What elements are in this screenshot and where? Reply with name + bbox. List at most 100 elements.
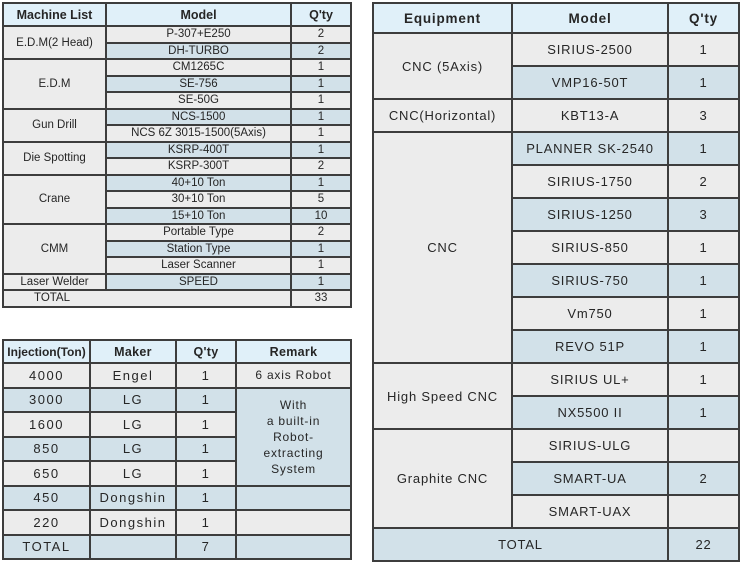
total-maker-cell: [89, 533, 177, 560]
table-row: SMART-UAX: [373, 494, 740, 529]
qty-cell: 2: [290, 41, 352, 60]
model-cell: SIRIUS-850: [511, 230, 669, 265]
maker-cell: Engel: [89, 362, 177, 389]
ton-cell: 220: [2, 509, 91, 536]
model-cell: NCS 6Z 3015-1500(5Axis): [105, 124, 292, 143]
model-cell: SMART-UAX: [511, 494, 669, 529]
qty-cell: 2: [290, 223, 352, 242]
injection-table-body: 4000 Engel 1 6 axis Robot 3000 LG 1 With a buil…: [2, 362, 352, 560]
table-row: E.D.M(2 Head) P-307+E250 2: [2, 25, 352, 60]
maker-cell: Dongshin: [89, 484, 177, 511]
model-cell: 40+10 Ton: [105, 173, 292, 192]
maker-cell: LG: [89, 435, 177, 462]
qty-cell: 1: [175, 435, 237, 462]
equipment-header: Equipment: [372, 2, 513, 34]
model-cell: SE-50G: [105, 91, 292, 110]
machine-list-table: Machine List Model Q'ty E.D.M(2 Head) P-3…: [2, 2, 352, 308]
equipment-table-body: CNC (5Axis) SIRIUS-2500 1 VMP16-50T 1 CNC(Hor…: [372, 32, 740, 562]
qty-cell: 1: [290, 91, 352, 110]
total-qty-cell: 22: [667, 527, 740, 562]
maker-cell: LG: [89, 411, 177, 438]
equipment-group-cell: High Speed CNC: [372, 362, 513, 430]
injection-qty-header: Q'ty: [175, 339, 237, 364]
qty-cell: 1: [667, 131, 740, 166]
total-label-cell: TOTAL: [372, 527, 669, 562]
remark-cell: [235, 484, 352, 511]
maker-cell: Dongshin: [89, 509, 177, 536]
maker-cell: LG: [89, 460, 177, 487]
model-cell: SIRIUS UL+: [511, 362, 669, 397]
qty-cell: 1: [667, 362, 740, 397]
machine-group-cell: CMM: [2, 223, 107, 275]
ton-cell: 850: [2, 435, 91, 462]
table-row: SIRIUS-1750 2: [373, 164, 740, 199]
ton-cell: 3000: [2, 386, 91, 413]
qty-cell: 10: [290, 206, 352, 225]
model-cell: DH-TURBO: [105, 41, 292, 60]
qty-cell: 1: [290, 272, 352, 291]
qty-cell: 1: [290, 74, 352, 93]
ton-cell: 650: [2, 460, 91, 487]
table-row: Graphite CNC SIRIUS-ULG: [372, 428, 740, 529]
table-row: SE-50G 1: [3, 91, 352, 110]
model-cell: PLANNER SK-2540: [511, 131, 669, 166]
table-row: High Speed CNC SIRIUS UL+ 1: [372, 362, 740, 430]
table-row: E.D.M CM1265C 1: [2, 58, 352, 110]
table-row: CNC (5Axis) SIRIUS-2500 1: [372, 32, 740, 100]
equipment-qty-header: Q'ty: [667, 2, 740, 34]
qty-cell: [667, 428, 740, 463]
qty-cell: 1: [667, 65, 740, 100]
qty-cell: [667, 494, 740, 529]
table-row: 850 LG 1: [2, 435, 351, 462]
qty-cell: 1: [175, 386, 237, 413]
machine-table-body: E.D.M(2 Head) P-307+E250 2 DH-TURBO 2 E.D.M CM…: [2, 25, 352, 308]
table-row: CNC PLANNER SK-2540 1: [372, 131, 740, 364]
total-remark-cell: [235, 533, 352, 560]
table-row: SIRIUS-850 1: [373, 230, 740, 265]
qty-cell: 2: [290, 157, 352, 176]
model-cell: Portable Type: [105, 223, 292, 242]
ton-cell: 1600: [2, 411, 91, 438]
model-cell: KSRP-300T: [105, 157, 292, 176]
ton-cell: 4000: [2, 362, 91, 389]
equipment-group-cell: CNC (5Axis): [372, 32, 513, 100]
table-row: 4000 Engel 1 6 axis Robot: [2, 362, 352, 389]
machine-group-cell: Gun Drill: [2, 107, 107, 143]
qty-cell: 2: [667, 164, 740, 199]
qty-cell: 2: [290, 25, 352, 44]
injection-table-header-row: Injection(Ton) Maker Q'ty Remark: [2, 339, 352, 364]
equipment-table: Equipment Model Q'ty CNC (5Axis) SIRIUS-2…: [372, 2, 740, 562]
table-row: 220 Dongshin 1: [2, 509, 352, 536]
qty-cell: 5: [290, 190, 352, 209]
table-row: 30+10 Ton 5: [3, 190, 352, 209]
total-label-cell: TOTAL: [2, 289, 292, 308]
qty-cell: 1: [667, 296, 740, 331]
qty-cell: 3: [667, 197, 740, 232]
table-row: TOTAL 7: [2, 533, 352, 560]
table-row: Vm750 1: [373, 296, 740, 331]
model-cell: 15+10 Ton: [105, 206, 292, 225]
machine-group-cell: Die Spotting: [2, 140, 107, 176]
injection-remark-header: Remark: [235, 339, 352, 364]
machine-model-header: Model: [105, 2, 292, 27]
qty-cell: 1: [290, 256, 352, 275]
table-row: 3000 LG 1 With a built-in Robot- extracting…: [2, 386, 352, 487]
table-row: SIRIUS-750 1: [373, 263, 740, 298]
total-qty-cell: 7: [175, 533, 237, 560]
qty-cell: 1: [175, 509, 237, 536]
model-cell: NX5500 II: [511, 395, 669, 430]
table-row: KSRP-300T 2: [3, 157, 352, 176]
equipment-group-cell: Graphite CNC: [372, 428, 513, 529]
qty-cell: 2: [667, 461, 740, 496]
remark-cell: 6 axis Robot: [235, 362, 352, 389]
ton-cell: 450: [2, 484, 91, 511]
qty-cell: 1: [290, 173, 352, 192]
machine-group-cell: Laser Welder: [2, 272, 107, 291]
qty-cell: 1: [290, 58, 352, 77]
model-cell: SIRIUS-1250: [511, 197, 669, 232]
model-cell: VMP16-50T: [511, 65, 669, 100]
table-row: Die Spotting KSRP-400T 1: [2, 140, 352, 176]
model-cell: CM1265C: [105, 58, 292, 77]
model-cell: REVO 51P: [511, 329, 669, 364]
